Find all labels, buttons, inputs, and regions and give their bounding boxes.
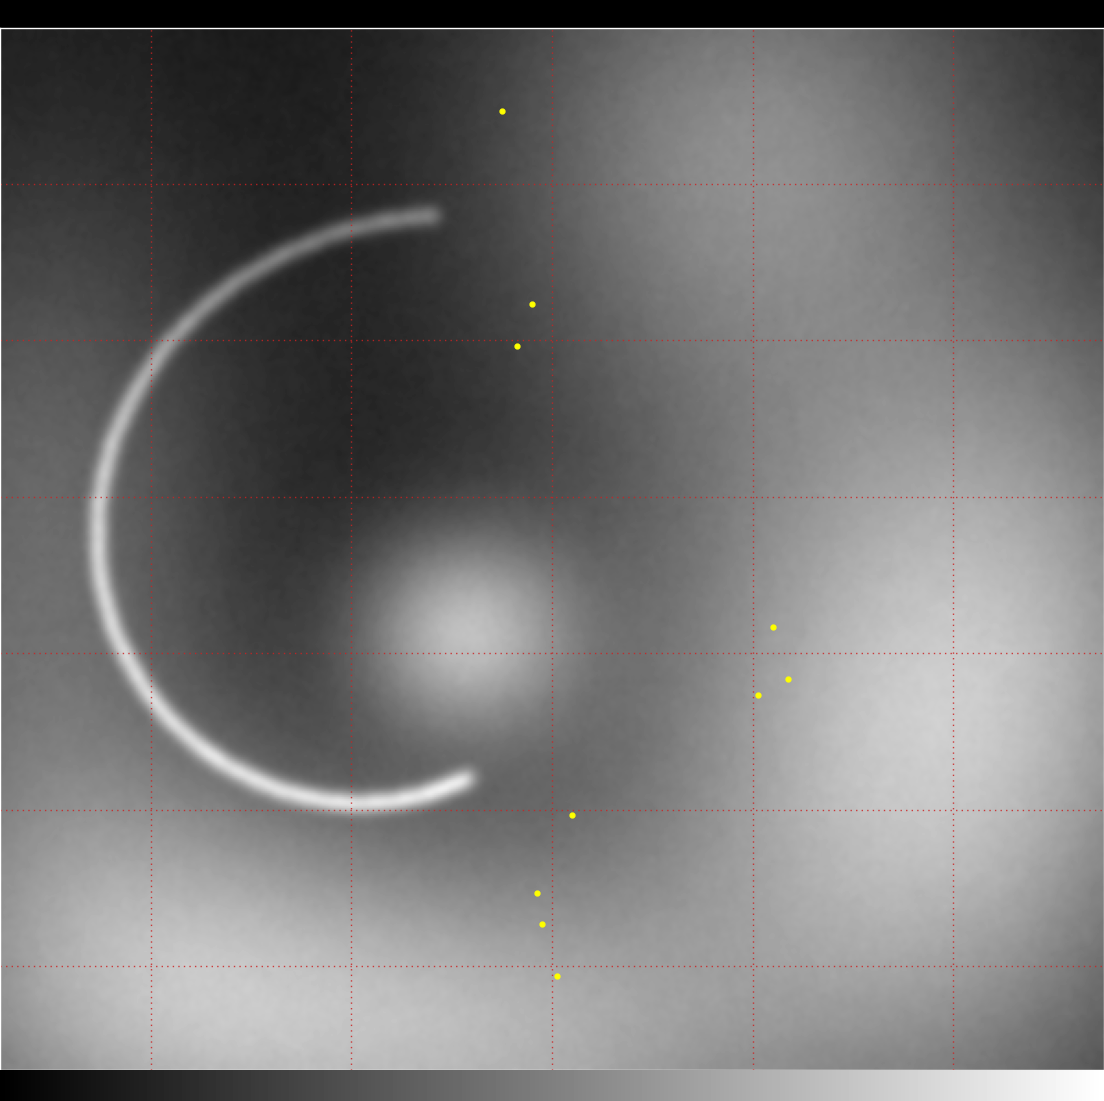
Text: |: |: [132, 6, 141, 22]
Text: 48 kt | 27.6°N 140.4°E: 48 kt | 27.6°N 140.4°E: [149, 6, 350, 22]
Text: NOAA20 | NCC - DNB | 2024-09-30T0347: NOAA20 | NCC - DNB | 2024-09-30T0347: [769, 6, 1098, 22]
Text: wp192024: wp192024: [6, 7, 78, 21]
